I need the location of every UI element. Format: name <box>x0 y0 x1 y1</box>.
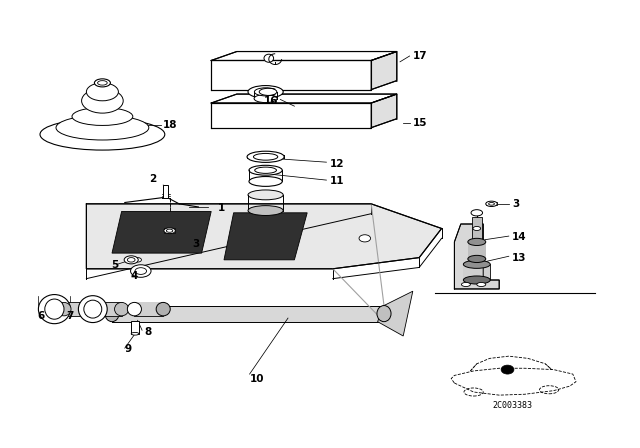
Ellipse shape <box>501 365 514 374</box>
Ellipse shape <box>98 81 108 85</box>
Ellipse shape <box>253 153 278 160</box>
Ellipse shape <box>95 79 111 87</box>
Ellipse shape <box>124 256 138 264</box>
Ellipse shape <box>248 86 283 98</box>
Text: 14: 14 <box>512 233 527 242</box>
Ellipse shape <box>40 119 165 150</box>
Polygon shape <box>211 94 397 103</box>
Polygon shape <box>112 211 211 253</box>
Text: 18: 18 <box>163 121 178 130</box>
Ellipse shape <box>247 151 284 162</box>
Polygon shape <box>86 204 442 269</box>
Text: 9: 9 <box>125 345 132 354</box>
Ellipse shape <box>461 283 470 287</box>
Ellipse shape <box>72 108 133 125</box>
Ellipse shape <box>156 302 170 316</box>
Ellipse shape <box>166 229 173 232</box>
Text: 12: 12 <box>330 159 344 168</box>
Ellipse shape <box>84 300 102 318</box>
Ellipse shape <box>464 388 483 396</box>
Ellipse shape <box>56 115 149 140</box>
Ellipse shape <box>463 260 490 268</box>
Text: 1: 1 <box>218 203 225 213</box>
Text: 6: 6 <box>38 311 45 321</box>
Polygon shape <box>64 302 122 316</box>
Polygon shape <box>463 264 490 280</box>
Ellipse shape <box>248 190 283 200</box>
Ellipse shape <box>127 302 141 316</box>
Text: 17: 17 <box>413 51 428 61</box>
Polygon shape <box>378 291 413 336</box>
Bar <box>131 321 139 334</box>
Bar <box>163 185 168 198</box>
Bar <box>164 228 175 233</box>
Ellipse shape <box>254 95 277 103</box>
Polygon shape <box>472 217 482 242</box>
Polygon shape <box>134 302 163 316</box>
Polygon shape <box>211 60 371 90</box>
Text: 8: 8 <box>144 327 151 336</box>
Text: 10: 10 <box>250 374 264 383</box>
Ellipse shape <box>255 167 276 173</box>
Text: 3: 3 <box>192 239 199 249</box>
Ellipse shape <box>135 267 147 274</box>
Text: 13: 13 <box>512 253 527 263</box>
Ellipse shape <box>249 165 282 175</box>
Ellipse shape <box>540 386 559 394</box>
Ellipse shape <box>45 299 64 319</box>
Ellipse shape <box>105 306 119 322</box>
Ellipse shape <box>38 295 70 323</box>
Polygon shape <box>224 213 307 260</box>
Text: 16: 16 <box>264 96 278 106</box>
Ellipse shape <box>264 54 274 62</box>
Text: 7: 7 <box>66 311 74 321</box>
Ellipse shape <box>115 302 129 316</box>
Ellipse shape <box>359 235 371 242</box>
Ellipse shape <box>127 258 135 262</box>
Ellipse shape <box>473 227 481 230</box>
Ellipse shape <box>131 265 151 277</box>
Text: 15: 15 <box>413 118 428 128</box>
Ellipse shape <box>486 201 497 207</box>
Ellipse shape <box>131 332 139 335</box>
Ellipse shape <box>489 202 495 205</box>
Ellipse shape <box>248 206 283 215</box>
Polygon shape <box>211 103 371 128</box>
Ellipse shape <box>463 276 490 284</box>
Text: 11: 11 <box>330 177 344 186</box>
Ellipse shape <box>468 238 486 246</box>
Ellipse shape <box>254 88 276 96</box>
Polygon shape <box>468 242 486 259</box>
Ellipse shape <box>164 228 175 234</box>
Ellipse shape <box>468 255 486 263</box>
Text: 2: 2 <box>150 174 157 184</box>
Text: 2C003383: 2C003383 <box>492 401 532 410</box>
Ellipse shape <box>477 283 486 287</box>
Text: 4: 4 <box>130 271 138 280</box>
Ellipse shape <box>79 296 107 323</box>
Ellipse shape <box>82 89 123 113</box>
Polygon shape <box>371 94 397 128</box>
Ellipse shape <box>86 83 118 101</box>
Ellipse shape <box>377 306 391 322</box>
Ellipse shape <box>249 177 282 186</box>
Ellipse shape <box>471 210 483 216</box>
Text: 3: 3 <box>512 199 519 209</box>
Bar <box>486 202 497 205</box>
Polygon shape <box>371 52 397 90</box>
Polygon shape <box>112 306 384 322</box>
Text: 5: 5 <box>111 260 118 270</box>
Polygon shape <box>211 52 397 60</box>
Polygon shape <box>454 224 499 289</box>
Ellipse shape <box>134 258 141 262</box>
Ellipse shape <box>57 302 71 316</box>
